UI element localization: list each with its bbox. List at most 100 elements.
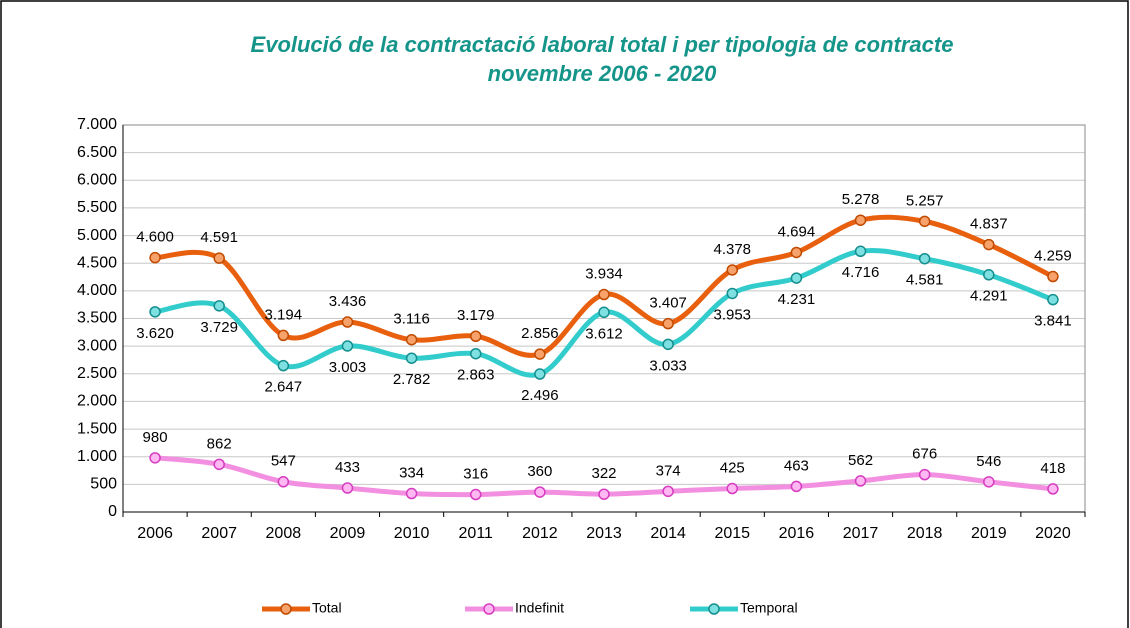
data-label: 2.496 <box>521 387 559 404</box>
y-tick-label: 6.500 <box>77 144 117 161</box>
data-label: 3.116 <box>393 311 429 328</box>
marker <box>534 348 546 360</box>
x-tick-label: 2011 <box>459 525 494 542</box>
marker <box>341 482 354 494</box>
marker <box>213 252 225 264</box>
marker <box>918 252 931 265</box>
data-label: 2.647 <box>265 379 303 396</box>
marker <box>277 359 290 372</box>
data-label: 4.259 <box>1034 248 1072 265</box>
marker <box>534 486 546 498</box>
marker <box>149 452 161 464</box>
data-label: 4.231 <box>778 291 816 308</box>
data-label: 2.863 <box>457 367 495 384</box>
data-label: 3.729 <box>200 319 238 336</box>
marker <box>983 269 995 281</box>
marker <box>149 306 161 318</box>
marker <box>726 264 739 276</box>
marker <box>726 482 739 495</box>
x-tick-label: 2020 <box>1035 525 1071 542</box>
x-tick-label: 2012 <box>522 525 558 542</box>
data-label: 3.620 <box>136 325 174 342</box>
legend-marker <box>708 603 720 615</box>
marker <box>854 475 867 487</box>
data-label: 4.291 <box>970 288 1008 305</box>
marker <box>1047 293 1059 306</box>
marker <box>918 468 931 481</box>
x-tick-label: 2009 <box>330 525 366 542</box>
data-label: 3.003 <box>329 359 367 376</box>
data-label: 4.600 <box>136 229 174 246</box>
marker <box>341 340 354 352</box>
marker <box>213 458 225 471</box>
marker <box>405 352 418 364</box>
data-label: 3.033 <box>649 357 687 374</box>
x-tick-label: 2018 <box>907 525 943 542</box>
marker <box>1047 270 1059 283</box>
y-tick-label: 5.000 <box>77 227 117 244</box>
data-label: 316 <box>463 465 488 482</box>
y-tick-label: 500 <box>90 476 117 493</box>
marker <box>405 333 418 346</box>
data-label: 418 <box>1040 460 1065 477</box>
legend-marker <box>483 603 495 615</box>
y-tick-label: 3.000 <box>77 337 117 354</box>
marker <box>790 480 803 493</box>
y-tick-label: 7.000 <box>77 116 117 133</box>
data-label: 546 <box>976 453 1001 470</box>
marker <box>983 238 995 251</box>
data-label: 3.179 <box>457 307 495 324</box>
x-tick-label: 2015 <box>714 525 750 542</box>
x-tick-label: 2007 <box>201 525 237 542</box>
data-label: 980 <box>143 429 168 446</box>
data-label: 4.591 <box>200 229 238 246</box>
marker <box>854 214 867 226</box>
x-tick-label: 2019 <box>971 525 1007 542</box>
marker <box>662 338 674 351</box>
marker <box>662 485 674 498</box>
data-label: 360 <box>527 463 552 480</box>
legend-label: Temporal <box>740 600 798 616</box>
data-label: 4.716 <box>842 264 880 281</box>
marker <box>854 245 867 258</box>
marker <box>598 288 610 301</box>
data-label: 2.856 <box>521 325 559 342</box>
marker <box>341 316 354 328</box>
y-tick-label: 2.000 <box>77 393 117 410</box>
data-label: 425 <box>720 459 745 476</box>
data-label: 676 <box>912 446 937 463</box>
data-label: 3.841 <box>1034 313 1072 330</box>
chart-title: Evolució de la contractació laboral tota… <box>251 32 954 57</box>
data-label: 3.953 <box>713 306 751 323</box>
data-label: 862 <box>207 435 232 452</box>
marker <box>534 368 546 380</box>
data-label: 5.278 <box>842 191 880 208</box>
marker <box>469 330 482 342</box>
marker <box>469 347 482 360</box>
x-tick-label: 2016 <box>779 525 815 542</box>
x-tick-label: 2008 <box>266 525 302 542</box>
marker <box>598 306 610 319</box>
data-label: 3.612 <box>585 325 623 342</box>
data-label: 4.694 <box>778 223 816 240</box>
legend-marker <box>280 603 292 615</box>
data-label: 4.581 <box>906 272 944 289</box>
x-tick-label: 2013 <box>586 525 622 542</box>
data-label: 334 <box>399 465 424 482</box>
marker <box>790 246 803 259</box>
data-label: 4.378 <box>713 241 751 258</box>
data-label: 3.934 <box>585 265 623 282</box>
y-tick-label: 6.000 <box>77 172 117 189</box>
marker <box>149 251 161 264</box>
legend-label: Total <box>312 600 342 616</box>
marker <box>277 476 290 488</box>
x-tick-label: 2017 <box>843 525 879 542</box>
data-label: 562 <box>848 452 873 469</box>
marker <box>662 317 674 330</box>
data-label: 3.407 <box>649 295 687 312</box>
y-tick-label: 0 <box>108 503 117 520</box>
marker <box>405 487 418 500</box>
marker <box>1047 483 1059 495</box>
marker <box>726 287 739 300</box>
